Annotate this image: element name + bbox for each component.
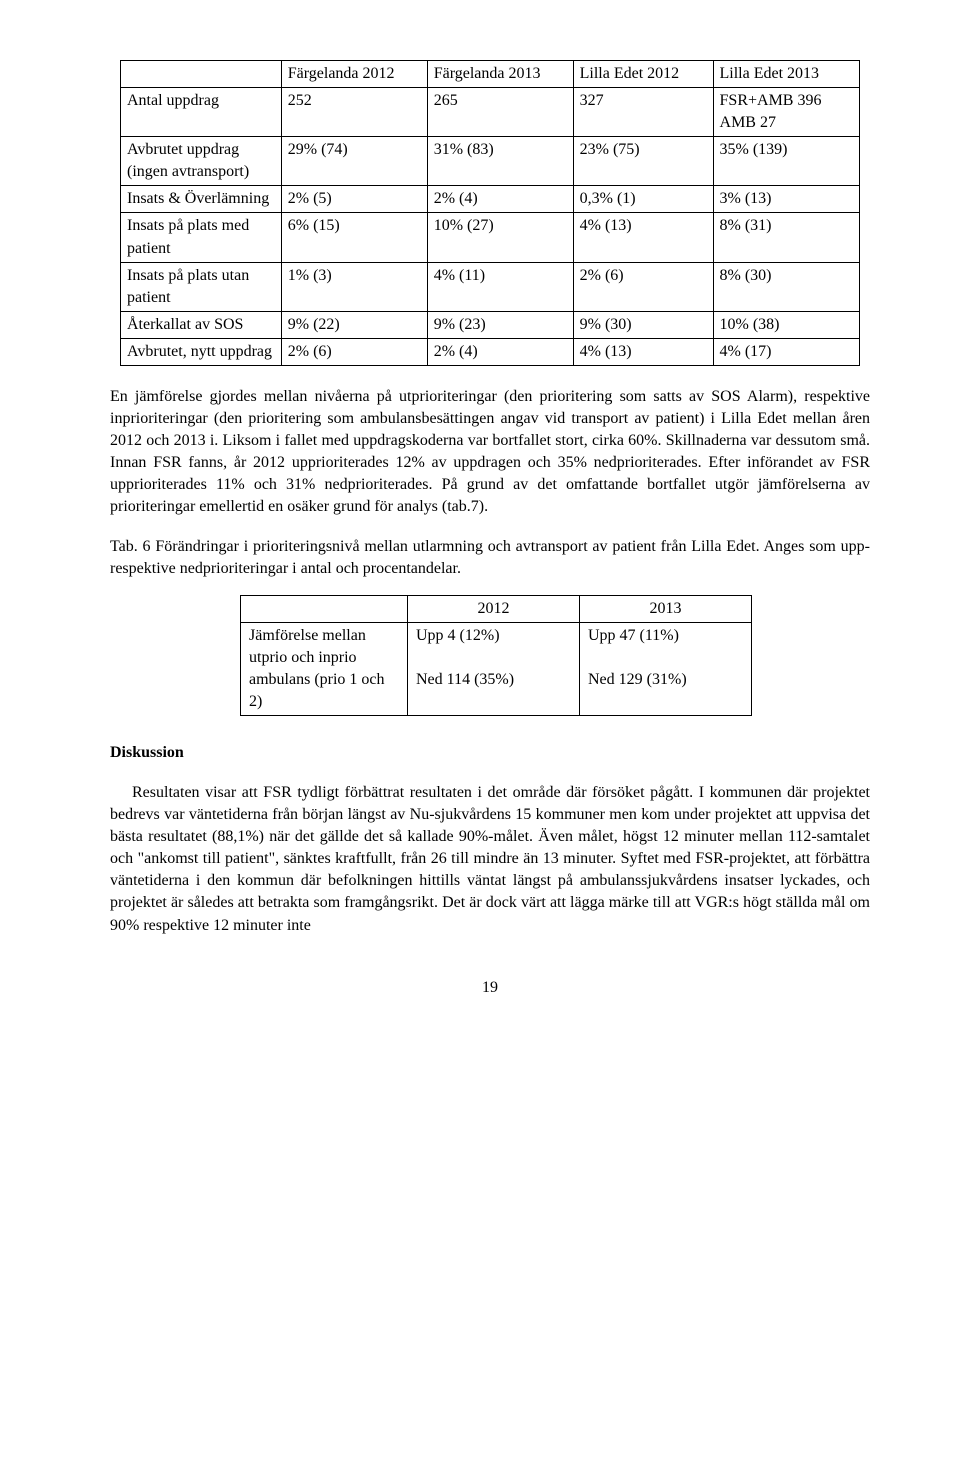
cell: Färgelanda 2013 (427, 61, 573, 88)
cell: 31% (83) (427, 137, 573, 186)
cell: 1% (3) (281, 262, 427, 311)
table-2: 2012 2013 Jämförelse mellan utprio och i… (240, 595, 752, 716)
cell: 10% (38) (713, 311, 859, 338)
cell: 4% (11) (427, 262, 573, 311)
cell: 8% (31) (713, 213, 859, 262)
cell: FSR+AMB 396 AMB 27 (713, 88, 859, 137)
cell: 8% (30) (713, 262, 859, 311)
cell: 2% (4) (427, 338, 573, 365)
cell: 4% (13) (573, 338, 713, 365)
table-row: Insats på plats utan patient 1% (3) 4% (… (121, 262, 860, 311)
table-row: Avbrutet uppdrag (ingen avtransport) 29%… (121, 137, 860, 186)
cell: 327 (573, 88, 713, 137)
table-row: Färgelanda 2012 Färgelanda 2013 Lilla Ed… (121, 61, 860, 88)
cell: Avbrutet, nytt uppdrag (121, 338, 282, 365)
cell: 2% (6) (573, 262, 713, 311)
cell: 3% (13) (713, 186, 859, 213)
cell: Antal uppdrag (121, 88, 282, 137)
cell: 2012 (408, 595, 580, 622)
section-heading: Diskussion (110, 742, 870, 764)
cell: Insats & Överlämning (121, 186, 282, 213)
cell: 6% (15) (281, 213, 427, 262)
cell: 23% (75) (573, 137, 713, 186)
cell: 265 (427, 88, 573, 137)
cell: 2% (5) (281, 186, 427, 213)
table-row: Jämförelse mellan utprio och inprio ambu… (241, 622, 752, 715)
cell: 35% (139) (713, 137, 859, 186)
cell (241, 595, 408, 622)
cell: 29% (74) (281, 137, 427, 186)
table-row: Avbrutet, nytt uppdrag 2% (6) 2% (4) 4% … (121, 338, 860, 365)
cell: Jämförelse mellan utprio och inprio ambu… (241, 622, 408, 715)
cell: 0,3% (1) (573, 186, 713, 213)
cell: Upp 4 (12%) Ned 114 (35%) (408, 622, 580, 715)
cell: 252 (281, 88, 427, 137)
cell: Lilla Edet 2012 (573, 61, 713, 88)
cell: Färgelanda 2012 (281, 61, 427, 88)
cell: 2% (4) (427, 186, 573, 213)
cell: 9% (23) (427, 311, 573, 338)
cell: Insats på plats utan patient (121, 262, 282, 311)
cell: 9% (22) (281, 311, 427, 338)
paragraph-1: En jämförelse gjordes mellan nivåerna på… (110, 386, 870, 518)
table-row: Insats & Överlämning 2% (5) 2% (4) 0,3% … (121, 186, 860, 213)
paragraph-2: Resultaten visar att FSR tydligt förbätt… (110, 782, 870, 937)
cell (121, 61, 282, 88)
table-caption: Tab. 6 Förändringar i prioriteringsnivå … (110, 536, 870, 580)
cell: Avbrutet uppdrag (ingen avtransport) (121, 137, 282, 186)
table-row: Återkallat av SOS 9% (22) 9% (23) 9% (30… (121, 311, 860, 338)
cell: 4% (17) (713, 338, 859, 365)
cell: Återkallat av SOS (121, 311, 282, 338)
cell: 9% (30) (573, 311, 713, 338)
page-number: 19 (110, 977, 870, 999)
table-1: Färgelanda 2012 Färgelanda 2013 Lilla Ed… (120, 60, 860, 366)
table-row: 2012 2013 (241, 595, 752, 622)
cell: Lilla Edet 2013 (713, 61, 859, 88)
cell: 4% (13) (573, 213, 713, 262)
cell: 2% (6) (281, 338, 427, 365)
cell: 2013 (580, 595, 752, 622)
table-row: Antal uppdrag 252 265 327 FSR+AMB 396 AM… (121, 88, 860, 137)
cell: Insats på plats med patient (121, 213, 282, 262)
cell: 10% (27) (427, 213, 573, 262)
table-row: Insats på plats med patient 6% (15) 10% … (121, 213, 860, 262)
cell: Upp 47 (11%) Ned 129 (31%) (580, 622, 752, 715)
